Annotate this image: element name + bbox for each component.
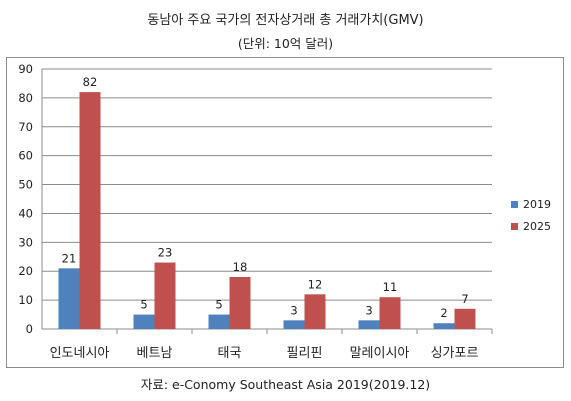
legend: 2019 2025	[511, 193, 551, 237]
x-category-label: 인도네시아	[50, 346, 110, 361]
y-tick-label: 60	[18, 149, 33, 163]
y-tick-label: 20	[18, 264, 33, 278]
source-note: 자료: e-Conomy Southeast Asia 2019(2019.12…	[140, 377, 431, 392]
bar-2025	[79, 92, 101, 329]
bar-2019	[283, 320, 305, 329]
data-label-2019: 5	[215, 298, 222, 312]
y-tick-label: 0	[26, 322, 33, 336]
bar-2019	[58, 268, 80, 329]
chart-subtitle: (단위: 10억 달러)	[237, 36, 334, 51]
bar-2019	[433, 323, 455, 329]
bar-2019	[208, 314, 230, 329]
y-tick-label: 40	[18, 206, 33, 220]
data-label-2019: 5	[140, 298, 147, 312]
y-tick-label: 30	[18, 235, 33, 249]
legend-swatch-2025	[511, 222, 518, 230]
y-tick-label: 70	[18, 120, 33, 134]
x-category-label: 말레이시아	[350, 346, 410, 361]
data-label-2019: 3	[290, 303, 297, 317]
x-category-label: 싱가포르	[431, 346, 479, 361]
data-label-2025: 11	[383, 280, 398, 294]
bar-2025	[304, 294, 326, 329]
legend-item-2025: 2025	[511, 215, 551, 237]
y-tick-label: 80	[18, 91, 33, 105]
y-tick-label: 90	[18, 62, 33, 76]
y-tick-label: 50	[18, 178, 33, 192]
data-label-2025: 82	[83, 75, 98, 89]
bar-2025	[229, 277, 251, 329]
data-label-2019: 2	[440, 306, 447, 320]
x-category-label: 베트남	[137, 346, 173, 361]
data-label-2019: 3	[365, 303, 372, 317]
bar-2025	[379, 297, 401, 329]
legend-item-2019: 2019	[511, 193, 551, 215]
legend-label-2019: 2019	[523, 197, 551, 211]
x-category-label: 태국	[218, 346, 242, 361]
bar-2019	[358, 320, 380, 329]
data-label-2025: 23	[158, 246, 173, 260]
y-tick-label: 10	[18, 293, 33, 307]
data-label-2025: 7	[461, 292, 468, 306]
chart-frame	[6, 57, 564, 368]
data-label-2025: 12	[308, 277, 323, 291]
legend-label-2025: 2025	[523, 219, 551, 233]
chart-title: 동남아 주요 국가의 전자상거래 총 거래가치(GMV)	[147, 13, 424, 28]
data-label-2019: 21	[62, 251, 77, 265]
bar-2019	[133, 314, 155, 329]
data-label-2025: 18	[233, 260, 248, 274]
legend-swatch-2019	[511, 200, 518, 208]
bar-2025	[454, 308, 476, 329]
bar-2025	[154, 262, 176, 329]
x-category-label: 필리핀	[287, 346, 323, 361]
